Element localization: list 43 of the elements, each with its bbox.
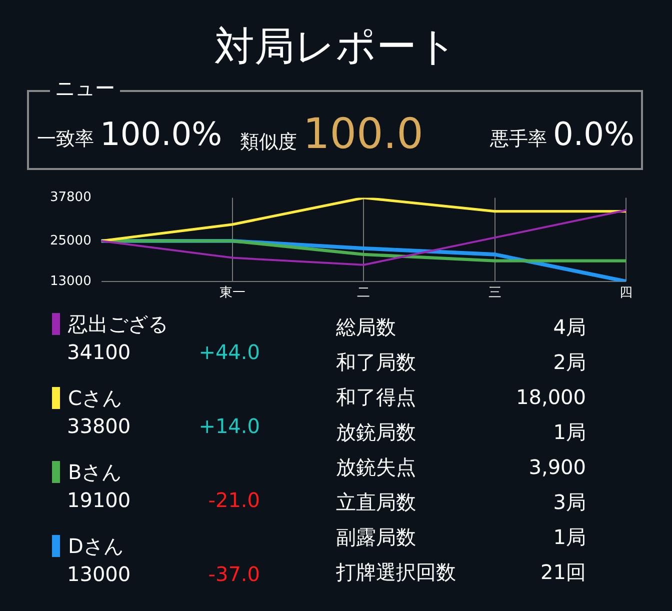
text: 34100	[67, 340, 131, 364]
text: 立直局数	[336, 489, 416, 516]
text: 総局数	[336, 314, 396, 341]
y-tick-label: 37800	[50, 190, 92, 206]
text: 打牌選択回数	[336, 559, 456, 586]
text: 対局レポート	[214, 23, 458, 72]
text: 3局	[553, 489, 586, 516]
text: 4局	[553, 314, 586, 341]
text: 1局	[553, 419, 586, 446]
text: -37.0	[208, 562, 260, 586]
text: 和了局数	[336, 349, 416, 376]
legend-label: Cさん	[68, 386, 122, 410]
text: +44.0	[198, 340, 260, 364]
text: +14.0	[198, 414, 260, 438]
text: 1局	[553, 524, 586, 551]
text: 和了得点	[336, 384, 416, 411]
text: 2局	[553, 349, 586, 376]
text: 一致率	[37, 128, 95, 150]
text: 19100	[67, 488, 131, 512]
text: 悪手率	[490, 128, 548, 150]
legend-label: 忍出ござる	[68, 312, 168, 336]
text: 100.0%	[100, 115, 222, 153]
text: 放銃失点	[336, 454, 416, 481]
text: 3,900	[528, 454, 586, 481]
y-tick-label: 13000	[50, 274, 92, 289]
y-tick-label: 25000	[50, 233, 92, 248]
x-tick-label: 二	[357, 286, 370, 301]
x-tick-label: 三	[488, 286, 502, 301]
text: 18,000	[516, 384, 586, 411]
text: 100.0	[303, 109, 424, 158]
legend-label: Bさん	[68, 460, 122, 484]
text: 13000	[67, 562, 131, 586]
text: ニュー	[50, 76, 120, 100]
text: 副露局数	[336, 524, 416, 551]
text: 33800	[67, 414, 131, 438]
text: 0.0%	[553, 115, 634, 153]
text: 類似度	[240, 131, 298, 153]
text: -21.0	[208, 488, 260, 512]
legend-label: Dさん	[68, 534, 124, 558]
x-tick-label: 四	[620, 286, 632, 301]
x-tick-label: 東一	[220, 286, 246, 301]
text: 放銃局数	[336, 419, 416, 446]
text: 21回	[540, 559, 586, 586]
